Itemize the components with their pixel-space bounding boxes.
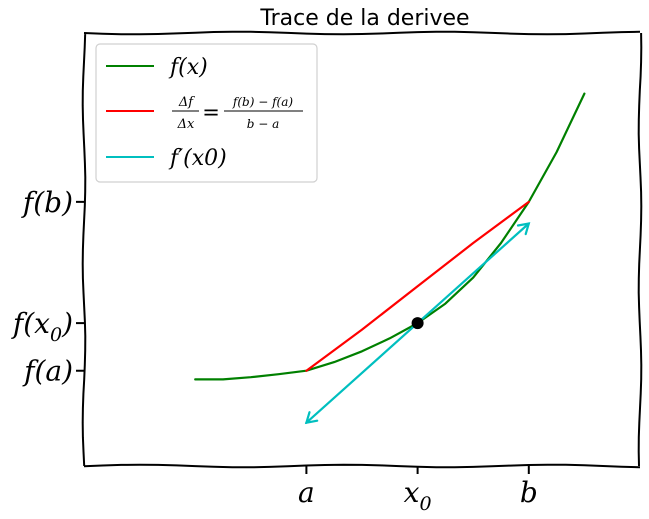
svg-text:Δx: Δx: [177, 117, 195, 132]
x-tick-label: a: [298, 476, 315, 509]
svg-text:b − a: b − a: [247, 117, 280, 131]
legend-label-secant: Δf Δx = f(b) − f(a) b − a: [172, 95, 303, 132]
svg-text:Δf: Δf: [178, 95, 195, 110]
series-secant-line: [305, 200, 530, 372]
y-tick-label: f(b): [21, 186, 73, 219]
series-layer: [194, 92, 586, 425]
svg-text:f(b) − f(a): f(b) − f(a): [232, 95, 293, 109]
plot-frame: [81, 30, 643, 469]
derivative-arrowhead: [304, 411, 319, 425]
series-f-line: [194, 92, 586, 381]
x-tick-label: x0: [404, 476, 432, 514]
y-tick-label: f(a): [22, 355, 73, 388]
svg-text:=: =: [202, 100, 220, 124]
x-tick-label: b: [520, 476, 538, 509]
legend-label-derivative: f′(x0): [168, 146, 227, 171]
derivative-arrowhead: [516, 222, 531, 236]
y-tick-label: f(x0): [11, 307, 73, 346]
legend-label-f: f(x): [168, 55, 208, 80]
chart-title: Trace de la derivee: [259, 6, 469, 31]
legend: f(x) Δf Δx = f(b) − f(a) b − a f′(x0): [95, 43, 318, 183]
tangent-point: [411, 317, 424, 330]
legend-box: [95, 43, 318, 183]
ticks-layer: a x0 b f(a) f(x0) f(b): [11, 186, 538, 515]
